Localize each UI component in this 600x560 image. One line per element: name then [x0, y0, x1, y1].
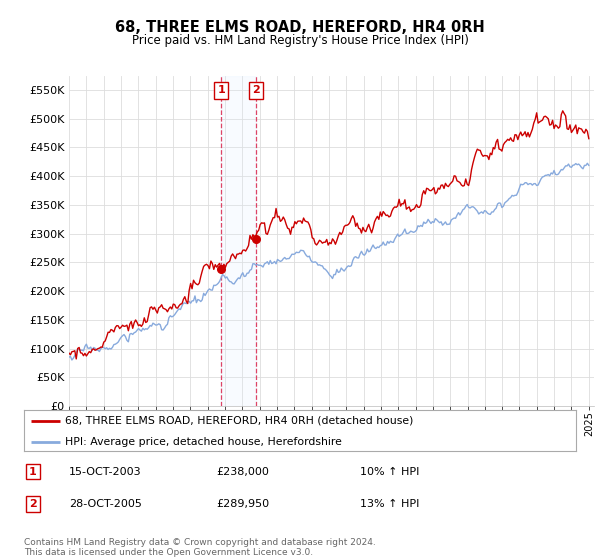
Text: £238,000: £238,000 [216, 466, 269, 477]
Text: 1: 1 [29, 466, 37, 477]
Text: 2: 2 [29, 499, 37, 509]
Text: 1: 1 [217, 86, 225, 95]
Text: 10% ↑ HPI: 10% ↑ HPI [360, 466, 419, 477]
Bar [221, 76, 256, 406]
Text: Contains HM Land Registry data © Crown copyright and database right 2024.
This d: Contains HM Land Registry data © Crown c… [24, 538, 376, 557]
Text: 13% ↑ HPI: 13% ↑ HPI [360, 499, 419, 509]
Text: £289,950: £289,950 [216, 499, 269, 509]
Text: Price paid vs. HM Land Registry's House Price Index (HPI): Price paid vs. HM Land Registry's House … [131, 34, 469, 46]
Text: 68, THREE ELMS ROAD, HEREFORD, HR4 0RH (detached house): 68, THREE ELMS ROAD, HEREFORD, HR4 0RH (… [65, 416, 414, 426]
Text: 2: 2 [253, 86, 260, 95]
Text: 28-OCT-2005: 28-OCT-2005 [69, 499, 142, 509]
Text: 15-OCT-2003: 15-OCT-2003 [69, 466, 142, 477]
Text: HPI: Average price, detached house, Herefordshire: HPI: Average price, detached house, Here… [65, 437, 342, 447]
Text: 68, THREE ELMS ROAD, HEREFORD, HR4 0RH: 68, THREE ELMS ROAD, HEREFORD, HR4 0RH [115, 20, 485, 35]
